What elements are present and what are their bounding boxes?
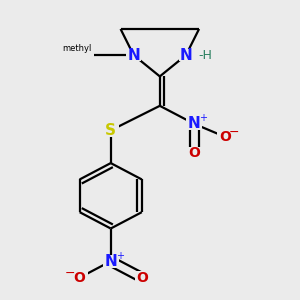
Bar <box>217 130 233 143</box>
Bar <box>186 117 202 130</box>
Text: −: − <box>229 125 240 139</box>
Text: O: O <box>219 130 231 144</box>
Text: methyl: methyl <box>62 44 92 52</box>
Text: N: N <box>180 48 192 63</box>
Text: O: O <box>188 146 200 160</box>
Text: −: − <box>64 267 75 280</box>
Bar <box>103 255 119 268</box>
Text: -H: -H <box>198 49 212 62</box>
Text: O: O <box>74 271 85 285</box>
Text: S: S <box>105 123 116 138</box>
Bar <box>135 271 148 284</box>
Bar <box>126 50 141 61</box>
Text: N: N <box>127 48 140 63</box>
Text: N: N <box>188 116 200 131</box>
Bar <box>178 50 193 61</box>
Bar <box>71 271 88 284</box>
Bar <box>188 147 201 160</box>
Text: O: O <box>136 271 148 285</box>
Text: +: + <box>116 251 124 261</box>
Text: +: + <box>199 113 207 123</box>
Bar <box>103 124 119 137</box>
Text: N: N <box>104 254 117 269</box>
